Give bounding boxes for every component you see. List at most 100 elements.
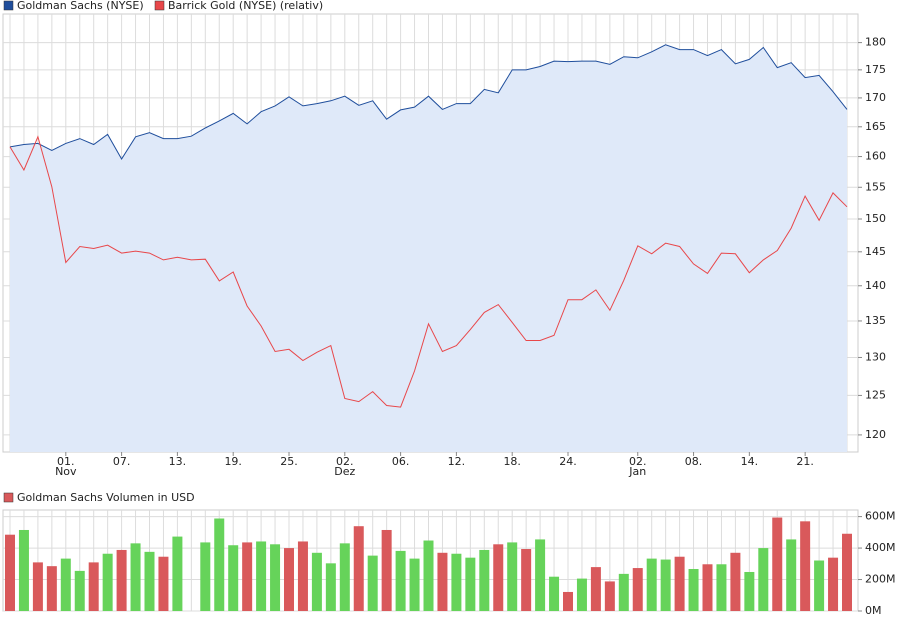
bar	[758, 548, 769, 611]
bar	[590, 567, 601, 611]
legend-swatch	[3, 0, 14, 11]
bar	[284, 548, 294, 611]
x-tick-label: 25.	[280, 455, 298, 468]
bar	[507, 542, 518, 611]
bar	[74, 570, 85, 611]
x-tick-label: 06.	[392, 455, 410, 468]
x-tick-label: 21.	[796, 455, 814, 468]
bar	[479, 549, 490, 611]
x-tick-label: 18.	[503, 455, 521, 468]
line	[9, 44, 848, 160]
bar	[200, 542, 211, 611]
bar	[842, 533, 852, 611]
bar	[814, 560, 825, 611]
x-tick-label: 24.	[559, 455, 577, 468]
bar	[46, 566, 57, 611]
bar	[618, 573, 629, 611]
bar	[563, 591, 573, 611]
bar	[716, 564, 727, 611]
bar	[604, 581, 615, 611]
bar	[88, 562, 99, 611]
y-tick-label: 175	[865, 63, 886, 76]
bar	[786, 539, 797, 611]
bar	[632, 568, 643, 611]
y-tick-label: 0M	[865, 604, 882, 617]
y-tick-label: 400M	[865, 541, 896, 554]
x-tick-label: 02.	[629, 455, 647, 468]
y-tick-label: 170	[865, 91, 886, 104]
y-tick-label: 130	[865, 350, 886, 363]
bar	[325, 563, 336, 611]
x-tick-label: 07.	[113, 455, 131, 468]
bar	[214, 518, 225, 611]
bar	[646, 558, 657, 611]
bar	[772, 517, 783, 611]
bar	[242, 542, 253, 611]
legend-label: Goldman Sachs (NYSE)	[17, 0, 144, 12]
line	[9, 135, 848, 408]
bar	[381, 529, 392, 611]
x-tick-label: 08.	[685, 455, 703, 468]
bar	[116, 549, 127, 611]
bar	[395, 550, 406, 611]
bar	[423, 540, 434, 611]
bar	[744, 571, 755, 611]
y-tick-label: 140	[865, 279, 886, 292]
bar	[102, 553, 113, 611]
legend-swatch	[154, 0, 165, 11]
y-tick-label: 160	[865, 150, 886, 163]
bar	[800, 521, 811, 611]
chart-title: Goldman Sachs Volumen in USD	[17, 491, 195, 504]
bar	[702, 564, 713, 611]
area	[10, 44, 847, 453]
x-month-label: Dez	[334, 465, 355, 478]
x-tick-label: 12.	[448, 455, 466, 468]
legend-label: Barrick Gold (NYSE) (relativ)	[168, 0, 323, 12]
bar	[576, 578, 587, 611]
bar	[228, 545, 239, 611]
bar	[493, 544, 504, 611]
bar	[409, 558, 420, 611]
y-tick-label: 155	[865, 180, 886, 193]
y-tick-label: 150	[865, 212, 886, 225]
bar	[32, 562, 43, 611]
bar	[465, 557, 476, 611]
bar	[158, 556, 169, 611]
bar	[353, 526, 364, 611]
bar	[521, 549, 532, 611]
bar	[18, 529, 29, 611]
y-tick-label: 180	[865, 36, 886, 49]
bar	[451, 553, 462, 611]
bar	[297, 541, 308, 611]
bar	[256, 541, 267, 611]
bar	[270, 544, 281, 611]
y-tick-label: 135	[865, 314, 886, 327]
bar	[549, 576, 560, 611]
y-tick-label: 600M	[865, 510, 896, 523]
y-tick-label: 125	[865, 388, 886, 401]
bar	[60, 558, 71, 611]
bar	[172, 536, 183, 611]
bar	[130, 543, 141, 611]
x-tick-label: 19.	[224, 455, 242, 468]
bar	[5, 534, 15, 611]
legend-swatch	[3, 492, 14, 503]
y-tick-label: 200M	[865, 573, 896, 586]
bar	[437, 552, 448, 611]
y-tick-label: 145	[865, 245, 886, 258]
x-month-label: Nov	[55, 465, 77, 478]
bar	[144, 551, 155, 611]
bar	[688, 568, 699, 611]
bar	[674, 556, 685, 611]
bar	[367, 555, 378, 611]
y-tick-label: 120	[865, 428, 886, 441]
bar	[311, 552, 322, 611]
bar	[535, 539, 546, 611]
bar	[828, 557, 839, 611]
x-month-label: Jan	[628, 465, 646, 478]
x-tick-label: 01.	[57, 455, 75, 468]
x-tick-label: 13.	[169, 455, 187, 468]
bar	[660, 559, 671, 611]
x-tick-label: 14.	[741, 455, 759, 468]
